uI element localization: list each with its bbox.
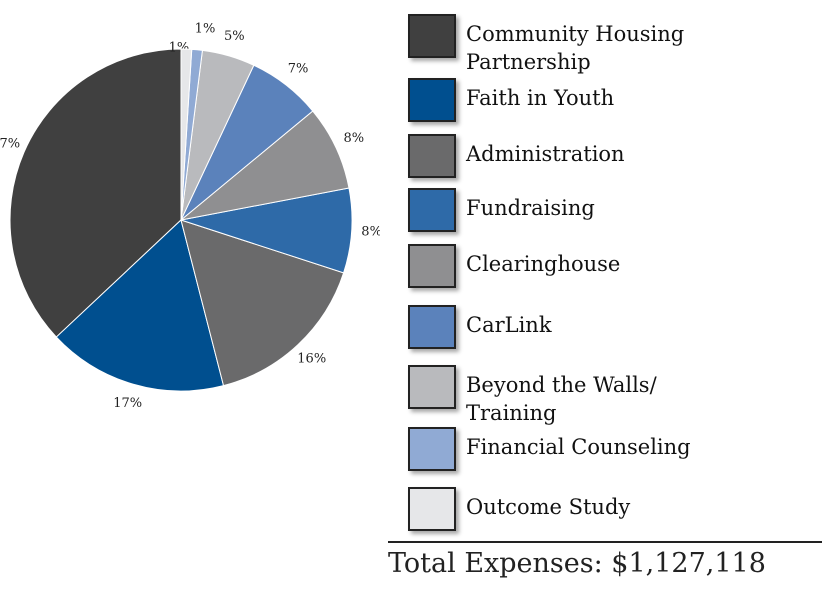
slice-label: 37% — [0, 137, 20, 152]
legend-swatch — [408, 14, 456, 58]
pie-slice — [180, 219, 345, 387]
legend-label: Outcome Study — [466, 495, 631, 519]
legend-swatch — [408, 134, 456, 178]
pie-slice — [180, 48, 193, 221]
legend-label: Administration — [466, 142, 625, 166]
total-label: Total Expenses: $1,127,118 — [388, 548, 766, 579]
pie-slice — [9, 48, 182, 338]
legend-label: CarLink — [466, 313, 552, 337]
slice-label: 17% — [113, 396, 142, 411]
slice-label: 16% — [297, 352, 326, 367]
slice-label: 5% — [224, 29, 245, 44]
divider — [388, 541, 822, 543]
legend-label: Faith in Youth — [466, 86, 615, 110]
legend-label: Community Housing Partnership — [466, 22, 685, 74]
legend-swatch — [408, 305, 456, 349]
legend-swatch — [408, 487, 456, 531]
pie-slice — [55, 219, 225, 392]
legend-label: Clearinghouse — [466, 252, 621, 276]
legend-label: Financial Counseling — [466, 435, 691, 459]
legend-swatch — [408, 244, 456, 288]
pie-chart: 37%17%16%8%8%7%5%1%1% — [0, 22, 380, 411]
legend-swatch — [408, 78, 456, 122]
legend-swatch — [408, 365, 456, 409]
slice-label: 7% — [288, 62, 309, 77]
slice-label: 8% — [361, 224, 380, 239]
legend-swatch — [408, 427, 456, 471]
slice-label: 8% — [344, 131, 365, 146]
slice-label: 1% — [195, 22, 216, 37]
legend-label: Fundraising — [466, 196, 595, 220]
legend-label: Beyond the Walls/ Training — [466, 373, 657, 425]
legend-swatch — [408, 188, 456, 232]
